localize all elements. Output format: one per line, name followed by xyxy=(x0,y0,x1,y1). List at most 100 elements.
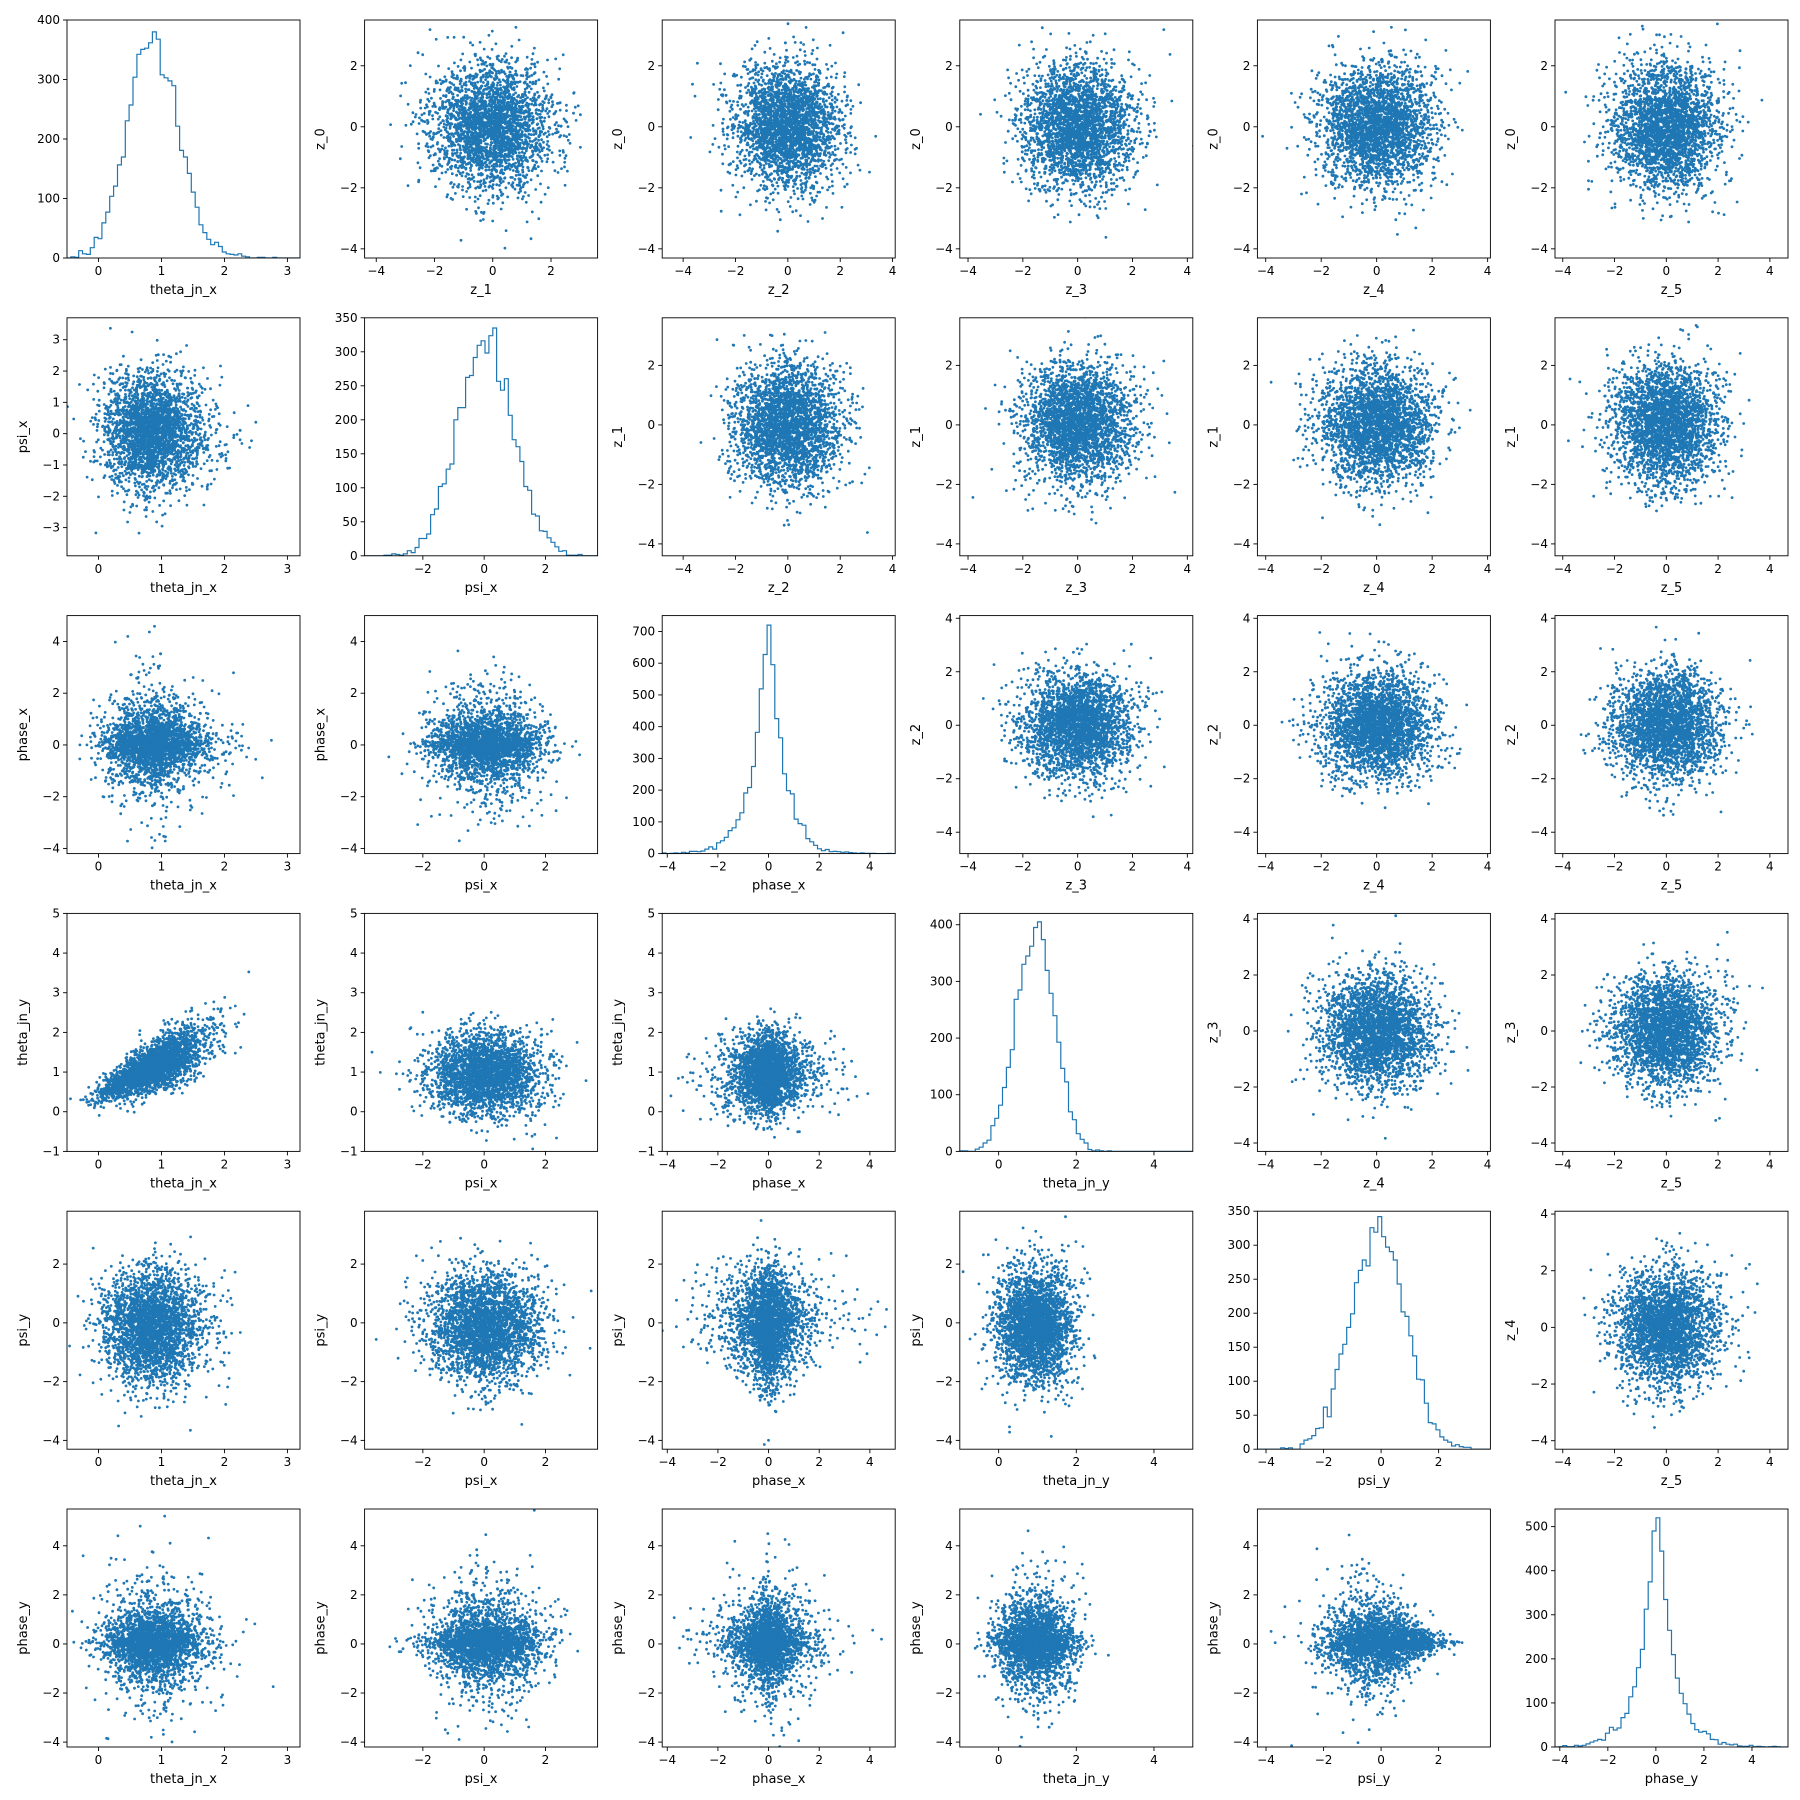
scatter-point xyxy=(485,152,488,155)
scatter-point xyxy=(455,111,458,114)
scatter-point xyxy=(528,133,531,136)
scatter-point xyxy=(514,70,517,73)
scatter-point xyxy=(530,74,533,77)
scatter-point xyxy=(536,117,539,120)
plot-area xyxy=(67,32,300,258)
scatter-point xyxy=(491,30,494,33)
scatter-point xyxy=(480,79,483,82)
scatter-point xyxy=(456,149,459,152)
scatter-point xyxy=(526,76,529,79)
scatter-point xyxy=(696,62,699,65)
scatter-point xyxy=(834,62,837,65)
scatter-point xyxy=(539,145,542,148)
scatter-point xyxy=(799,120,802,123)
scatter-point xyxy=(874,135,877,138)
scatter-point xyxy=(493,139,496,142)
scatter-point xyxy=(753,103,756,106)
scatter-point xyxy=(500,135,503,138)
scatter-point xyxy=(494,97,497,100)
scatter-point xyxy=(440,129,443,132)
scatter-point xyxy=(543,154,546,157)
scatter-point xyxy=(827,114,830,117)
scatter-point xyxy=(505,229,508,232)
scatter-point xyxy=(511,139,514,142)
scatter-point xyxy=(400,145,403,148)
scatter-point xyxy=(475,164,478,167)
scatter-point xyxy=(463,69,466,72)
scatter-point xyxy=(525,150,528,153)
scatter-point xyxy=(837,125,840,128)
scatter-point xyxy=(736,84,739,87)
scatter-point xyxy=(410,123,413,126)
scatter-point xyxy=(771,184,774,187)
x-tick-label: 0 xyxy=(95,264,103,278)
scatter-point xyxy=(465,151,468,154)
scatter-point xyxy=(484,185,487,188)
scatter-point xyxy=(790,175,793,178)
scatter-point xyxy=(536,174,539,177)
scatter-point xyxy=(445,79,448,82)
scatter-point xyxy=(477,134,480,137)
scatter-point xyxy=(560,167,563,170)
scatter-point xyxy=(437,127,440,130)
scatter-point xyxy=(717,108,720,111)
scatter-point xyxy=(495,128,498,131)
scatter-point xyxy=(471,101,474,104)
scatter-point xyxy=(755,200,758,203)
scatter-point xyxy=(546,59,549,62)
scatter-point xyxy=(831,128,834,131)
scatter-point xyxy=(493,168,496,171)
scatter-point xyxy=(504,126,507,129)
scatter-point xyxy=(555,121,558,124)
scatter-point xyxy=(579,146,582,149)
scatter-point xyxy=(461,86,464,89)
scatter-point xyxy=(465,81,468,84)
scatter-point xyxy=(518,184,521,187)
scatter-point xyxy=(727,126,730,129)
scatter-point xyxy=(510,99,513,102)
scatter-point xyxy=(469,185,472,188)
scatter-point xyxy=(461,53,464,56)
scatter-point xyxy=(517,94,520,97)
scatter-point xyxy=(834,148,837,151)
scatter-point xyxy=(718,88,721,91)
scatter-point xyxy=(857,83,860,86)
scatter-point xyxy=(800,77,803,80)
scatter-point xyxy=(491,128,494,131)
scatter-point xyxy=(739,153,742,156)
scatter-point xyxy=(767,82,770,85)
scatter-point xyxy=(484,142,487,145)
scatter-point xyxy=(721,122,724,125)
scatter-point xyxy=(809,168,812,171)
scatter-point xyxy=(530,88,533,91)
scatter-point xyxy=(524,133,527,136)
scatter-point xyxy=(479,194,482,197)
scatter-point xyxy=(843,75,846,78)
scatter-point xyxy=(722,133,725,136)
scatter-point xyxy=(469,130,472,133)
scatter-point xyxy=(796,187,799,190)
scatter-point xyxy=(503,116,506,119)
scatter-point xyxy=(540,116,543,119)
scatter-point xyxy=(451,133,454,136)
scatter-point xyxy=(502,142,505,145)
scatter-point xyxy=(481,116,484,119)
scatter-point xyxy=(451,198,454,201)
scatter-point xyxy=(766,178,769,181)
scatter-point xyxy=(559,109,562,112)
scatter-point xyxy=(518,115,521,118)
scatter-point xyxy=(457,140,460,143)
scatter-point xyxy=(469,103,472,106)
scatter-point xyxy=(513,97,516,100)
scatter-point xyxy=(450,75,453,78)
scatter-point xyxy=(456,94,459,97)
scatter-point xyxy=(482,106,485,109)
scatter-point xyxy=(475,153,478,156)
scatter-point xyxy=(521,130,524,133)
scatter-point xyxy=(460,123,463,126)
scatter-point xyxy=(773,53,776,56)
scatter-point xyxy=(535,103,538,106)
scatter-point xyxy=(456,160,459,163)
scatter-point xyxy=(515,26,518,29)
scatter-point xyxy=(417,51,420,54)
